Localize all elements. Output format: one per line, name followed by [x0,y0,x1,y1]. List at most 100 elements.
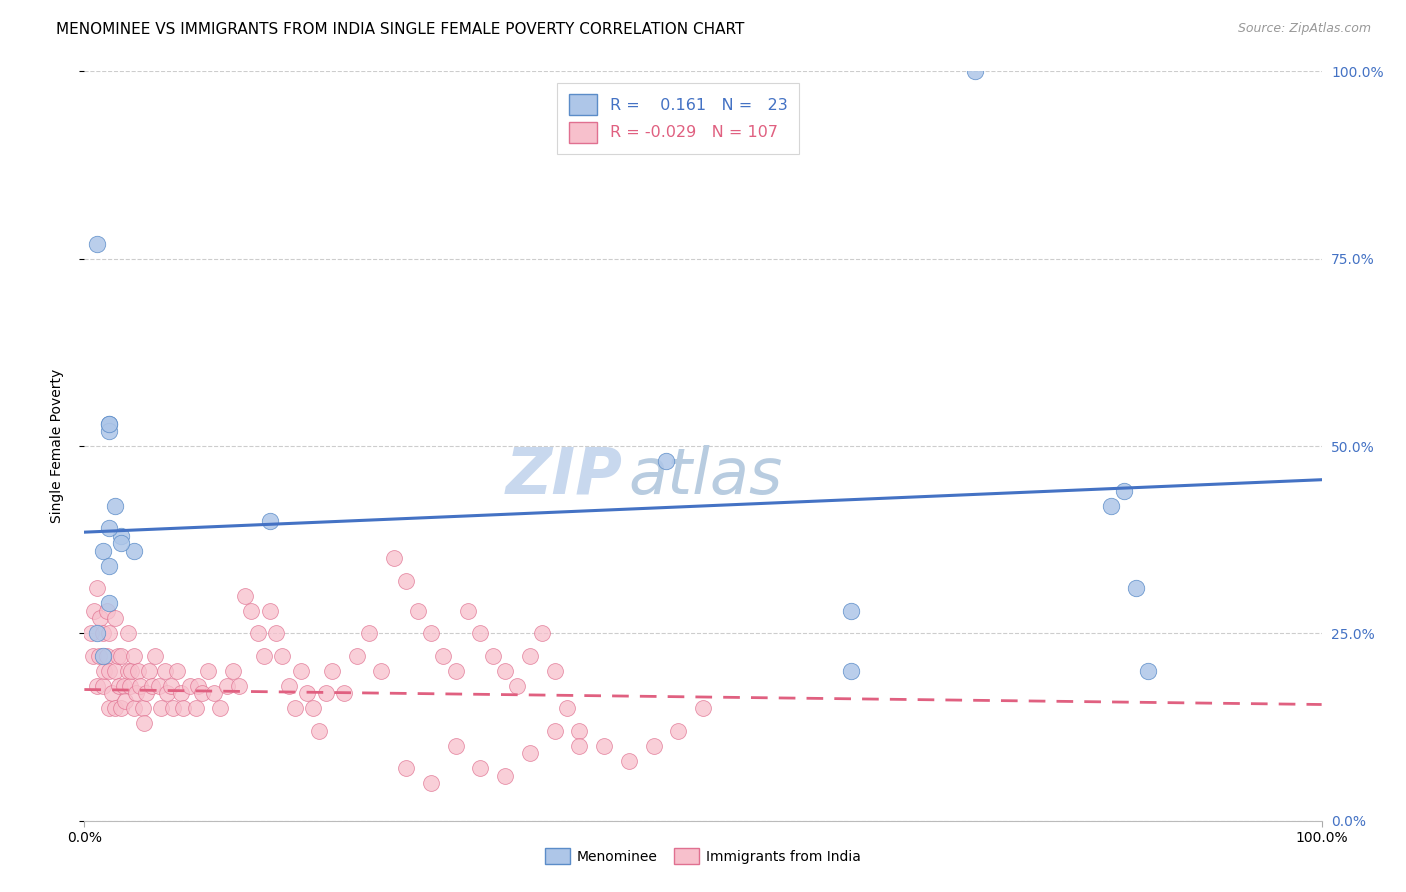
Point [129,679,152,693]
Text: atlas: atlas [628,445,783,507]
Point [98,558,121,573]
Point [114,694,136,708]
Point [481,648,503,663]
Point [271,648,294,663]
Point [104,611,127,625]
Point [91,544,114,558]
Point [215,679,238,693]
Point [93,664,115,678]
Point [470,626,492,640]
Point [209,701,232,715]
Point [841,664,863,678]
Point [138,664,160,678]
Point [143,648,166,663]
Point [965,64,987,78]
Point [89,611,111,625]
Point [277,679,299,693]
Point [302,701,325,715]
Point [91,679,114,693]
Point [148,679,170,693]
Point [120,664,142,678]
Point [120,679,142,693]
Point [617,754,640,768]
Point [321,664,343,678]
Point [98,417,121,431]
Point [395,574,418,588]
Point [104,664,127,678]
Point [172,701,194,715]
Point [643,739,665,753]
Point [444,739,467,753]
Point [841,604,863,618]
Text: Source: ZipAtlas.com: Source: ZipAtlas.com [1237,22,1371,36]
Point [89,648,111,663]
Point [122,544,145,558]
Point [419,776,441,790]
Point [98,596,121,610]
Point [1112,483,1135,498]
Point [1137,664,1160,678]
Point [197,664,219,678]
Point [122,648,145,663]
Point [333,686,356,700]
Point [86,236,108,251]
Legend: Menominee, Immigrants from India: Menominee, Immigrants from India [540,843,866,870]
Point [222,664,245,678]
Point [432,648,454,663]
Point [233,589,256,603]
Point [395,761,418,775]
Point [408,604,430,618]
Point [284,701,307,715]
Point [568,739,591,753]
Point [568,723,591,738]
Point [666,723,689,738]
Point [295,686,318,700]
Point [494,664,516,678]
Point [150,701,173,715]
Point [98,626,121,640]
Point [191,686,214,700]
Point [156,686,179,700]
Point [382,551,405,566]
Point [1125,582,1147,596]
Point [131,701,153,715]
Point [184,701,207,715]
Point [494,769,516,783]
Point [259,514,281,528]
Point [555,701,578,715]
Point [162,701,184,715]
Point [202,686,225,700]
Point [98,424,121,438]
Point [110,529,132,543]
Point [86,626,108,640]
Point [117,664,139,678]
Point [166,664,188,678]
Point [253,648,276,663]
Text: MENOMINEE VS IMMIGRANTS FROM INDIA SINGLE FEMALE POVERTY CORRELATION CHART: MENOMINEE VS IMMIGRANTS FROM INDIA SINGL… [56,22,745,37]
Point [419,626,441,640]
Point [127,664,149,678]
Point [98,417,121,431]
Point [240,604,263,618]
Point [91,648,114,663]
Y-axis label: Single Female Poverty: Single Female Poverty [49,369,63,523]
Point [370,664,392,678]
Point [98,521,121,535]
Point [112,679,135,693]
Point [346,648,368,663]
Point [315,686,337,700]
Point [98,701,121,715]
Point [1099,499,1122,513]
Point [290,664,312,678]
Point [543,723,565,738]
Point [100,686,122,700]
Point [98,664,121,678]
Point [104,701,127,715]
Point [110,648,132,663]
Point [506,679,529,693]
Point [91,626,114,640]
Point [593,739,616,753]
Point [357,626,380,640]
Point [122,701,145,715]
Point [170,686,193,700]
